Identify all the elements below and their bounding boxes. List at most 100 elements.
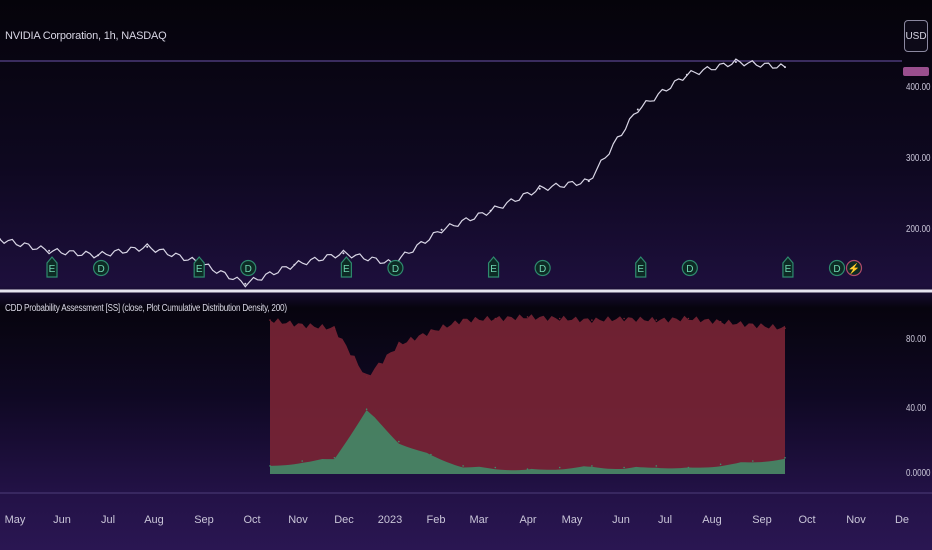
probability-point-lower [430, 453, 432, 456]
earnings-marker: E [487, 256, 500, 278]
price-axis-tick: 300.00 [906, 153, 931, 164]
price-point [636, 108, 639, 111]
indicator-axis-tick: 0.0000 [906, 468, 931, 479]
probability-point-lower [591, 465, 593, 467]
event-markers-layer: E D E D E D E D E D E D ⚡ [46, 256, 863, 278]
time-axis-tick: De [894, 514, 910, 526]
probability-point-lower [687, 466, 690, 469]
event-marker-label: E [637, 264, 644, 275]
dividend-marker: D [240, 259, 257, 277]
price-point [342, 252, 345, 255]
probability-point-lower [301, 460, 304, 462]
price-point [440, 228, 443, 231]
dividend-marker: D [681, 259, 698, 277]
probability-point-lower [655, 465, 658, 467]
time-axis-tick: Nov [846, 514, 866, 526]
probability-point-upper [719, 320, 722, 323]
probability-point-upper [623, 317, 625, 320]
probability-point-upper [655, 319, 658, 321]
time-axis-tick: Jul [657, 514, 673, 526]
earnings-marker: E [46, 256, 58, 278]
price-point [784, 66, 786, 69]
probability-point-upper [269, 319, 271, 321]
earnings-marker: E [340, 256, 352, 278]
probability-point-lower [494, 466, 497, 469]
probability-point-upper [494, 317, 497, 320]
time-axis-tick: Oct [243, 514, 261, 526]
split-marker: ⚡ [845, 259, 863, 277]
dividend-marker: D [828, 259, 846, 277]
price-series-layer [0, 58, 786, 288]
indicator-axis-tick: 40.00 [906, 403, 927, 414]
price-point [0, 238, 1, 241]
probability-point-upper [558, 317, 561, 320]
last-price-tag [903, 67, 929, 76]
time-axis-tick: Jul [100, 514, 116, 526]
price-point [48, 249, 51, 252]
event-marker-label: E [49, 264, 56, 275]
event-marker-label: D [686, 264, 693, 275]
price-point [489, 209, 492, 212]
time-axis-tick: Sep [194, 514, 214, 526]
price-point [685, 73, 688, 76]
probability-point-upper [365, 376, 368, 378]
event-marker-label: D [833, 264, 840, 275]
time-axis-tick: Sep [752, 514, 772, 526]
price-point [587, 180, 590, 183]
event-marker-label: E [343, 264, 350, 275]
time-axis-tick: May [561, 514, 583, 526]
probability-point-lower [623, 466, 625, 469]
dividend-marker: D [92, 259, 110, 277]
price-point [538, 187, 541, 190]
indicator-title[interactable]: CDD Probability Assessment [SS] (close, … [5, 303, 287, 314]
earnings-marker: E [782, 256, 794, 278]
event-marker-label: D [539, 264, 546, 275]
probability-point-upper [462, 319, 464, 321]
probability-point-lower [269, 465, 271, 467]
price-point [97, 254, 100, 257]
probability-area-lower [270, 410, 785, 474]
time-axis-tick: Feb [426, 514, 446, 526]
indicator-series-layer [269, 314, 786, 474]
dividend-marker: D [387, 259, 404, 277]
chart-title[interactable]: NVIDIA Corporation, 1h, NASDAQ [5, 30, 167, 42]
event-marker-label: D [245, 264, 252, 275]
price-axis-tick: 400.00 [906, 82, 931, 93]
probability-point-upper [526, 316, 529, 318]
earnings-marker: E [193, 256, 205, 278]
price-point [293, 263, 296, 266]
event-marker-label: E [196, 264, 203, 275]
time-axis-tick: Aug [144, 514, 164, 526]
probability-point-lower [558, 466, 561, 469]
price-axis-tick: 200.00 [906, 224, 931, 235]
time-axis-tick: Dec [334, 514, 354, 526]
probability-point-lower [462, 465, 464, 467]
event-marker-label: D [392, 264, 399, 275]
dividend-marker: D [534, 259, 551, 277]
probability-point-lower [752, 460, 754, 462]
time-axis-tick: Apr [519, 514, 537, 526]
price-point [146, 245, 149, 248]
time-axis-tick: May [4, 514, 26, 526]
time-axis-tick: Jun [612, 514, 630, 526]
time-axis-tick: Oct [798, 514, 816, 526]
probability-point-lower [333, 457, 336, 459]
probability-area-upper [270, 314, 785, 474]
probability-point-upper [301, 324, 304, 326]
probability-point-upper [752, 324, 754, 326]
currency-button[interactable]: USD [904, 20, 928, 52]
probability-point-upper [398, 343, 400, 346]
probability-point-upper [333, 327, 336, 330]
price-point [734, 61, 737, 63]
probability-point-lower [365, 408, 368, 411]
probability-point-upper [430, 330, 432, 333]
time-axis-tick: 2023 [377, 514, 403, 526]
event-marker-label: ⚡ [848, 262, 860, 275]
price-point [244, 282, 247, 285]
indicator-axis-tick: 80.00 [906, 334, 927, 345]
time-axis-tick: Jun [53, 514, 71, 526]
time-axis-tick: Nov [288, 514, 308, 526]
probability-point-upper [591, 319, 593, 321]
event-marker-label: E [785, 264, 792, 275]
